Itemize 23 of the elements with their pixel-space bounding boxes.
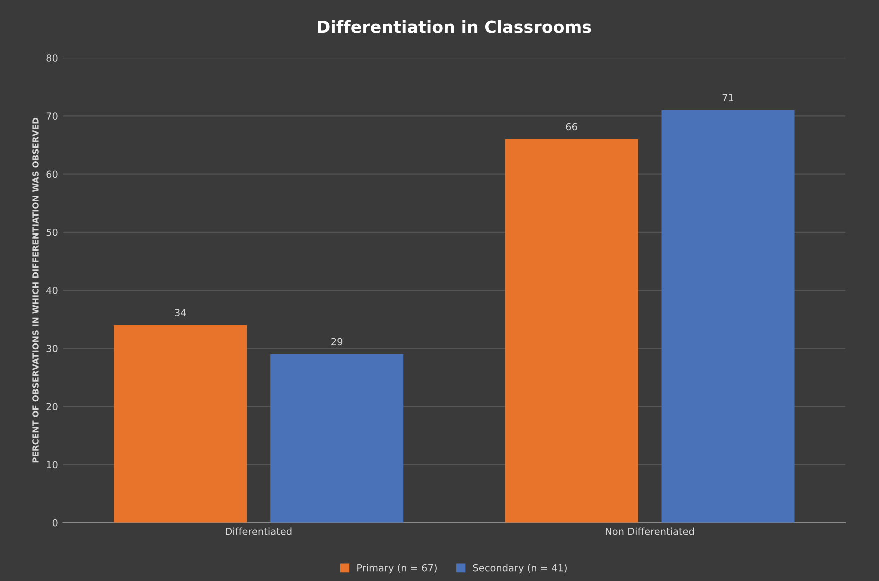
legend-label: Secondary (n = 41) [473,564,567,574]
bar [270,354,404,523]
y-tick-label: 20 [46,403,58,411]
y-tick-label: 50 [46,228,58,236]
y-axis-title: PERCENT OF OBSERVATIONS IN WHICH DIFFERENTIATION WAS OBSERVED [32,118,39,463]
y-tick-label: 70 [46,112,58,120]
y-tick-label: 60 [46,170,58,178]
data-label: 29 [332,338,343,346]
bar [662,110,795,523]
y-tick-label: 0 [52,519,58,527]
bar [114,325,248,523]
y-tick-label: 80 [46,54,58,62]
legend-label: Primary (n = 67) [358,564,437,574]
x-tick-label: Non Differentiated [606,528,694,536]
data-label: 71 [722,94,734,102]
chart-title: Differentiation in Classrooms [318,20,592,34]
y-tick-label: 30 [46,345,58,352]
x-tick-label: Differentiated [226,528,292,536]
bar [505,139,638,523]
data-label: 66 [566,123,578,131]
y-tick-label: 40 [46,286,58,294]
data-label: 34 [175,309,186,317]
y-tick-label: 10 [47,461,58,469]
